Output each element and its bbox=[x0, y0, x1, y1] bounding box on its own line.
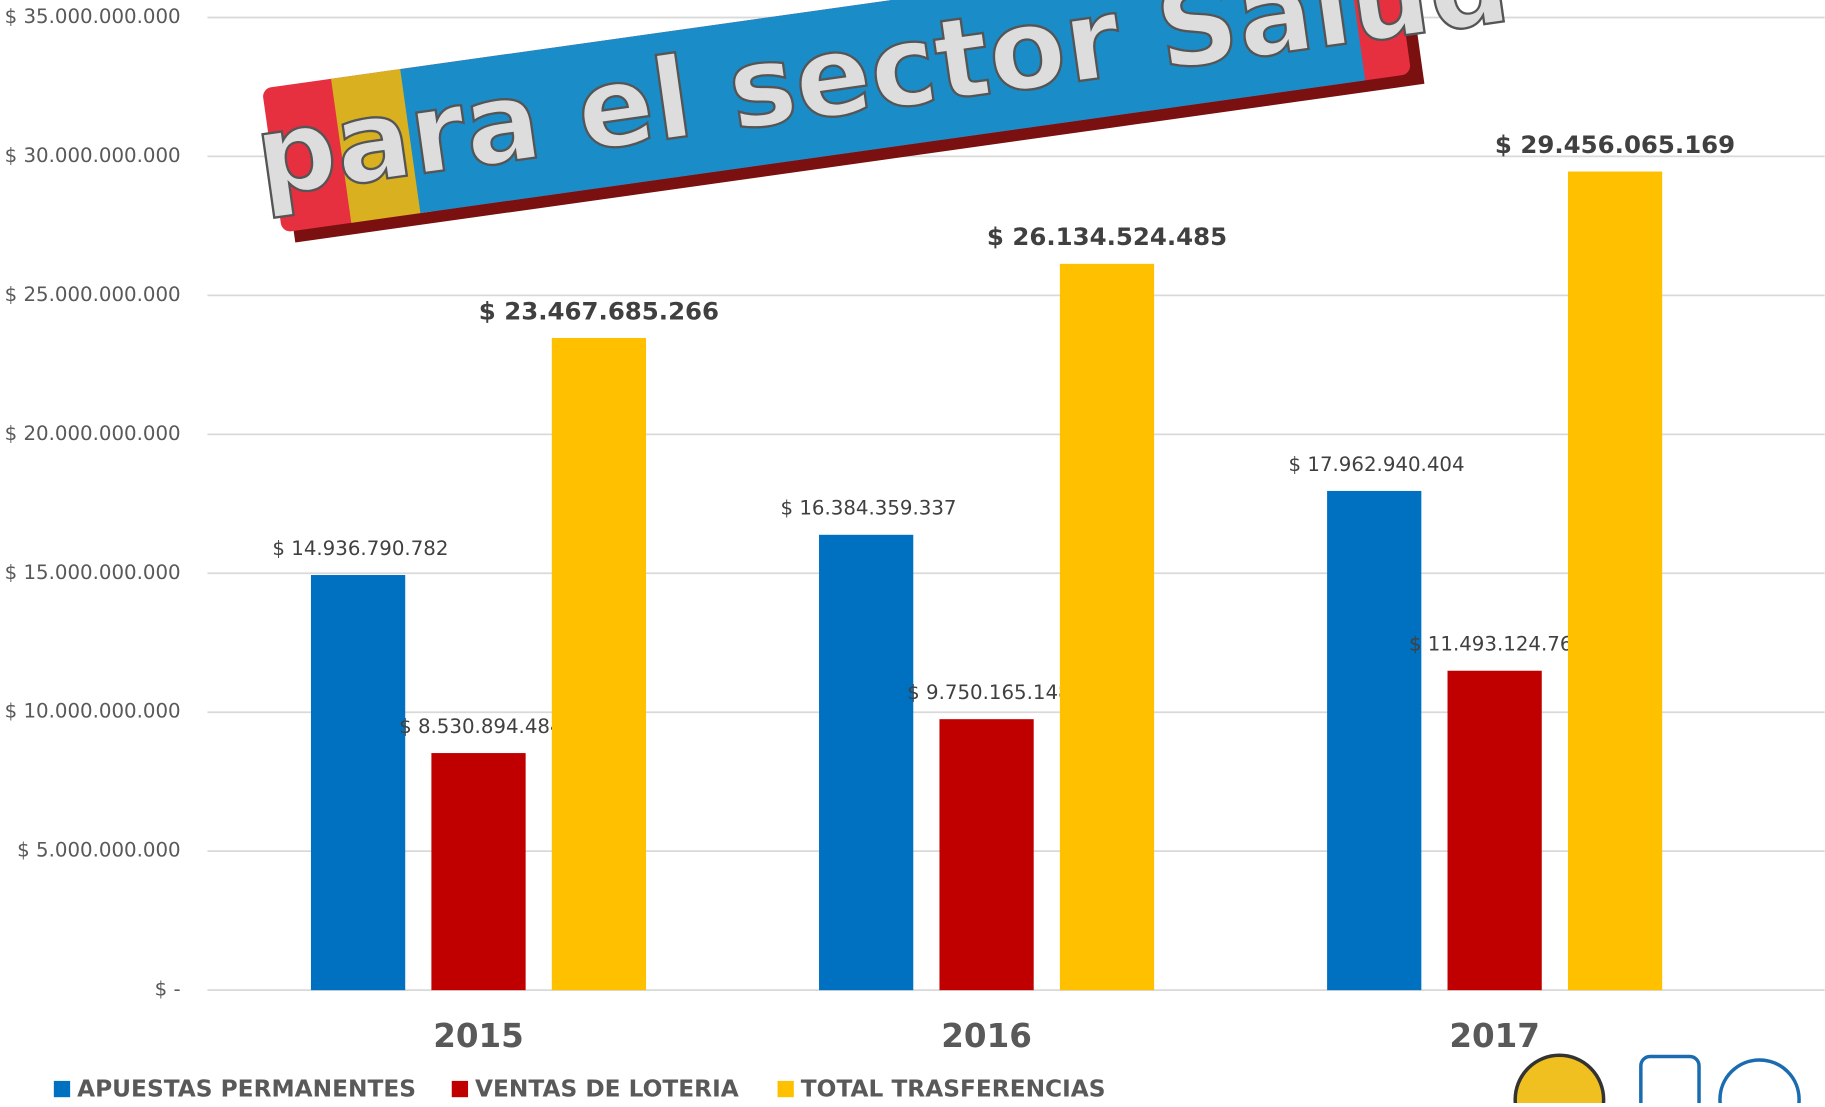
y-tick-label: $ - bbox=[155, 978, 181, 1001]
bar bbox=[311, 575, 405, 990]
y-tick-label: $ 35.000.000.000 bbox=[5, 5, 181, 28]
value-label: $ 8.530.894.484 bbox=[399, 715, 562, 738]
bar bbox=[1327, 491, 1421, 990]
value-label: $ 9.750.165.148 bbox=[907, 681, 1070, 704]
value-label: $ 17.962.940.404 bbox=[1289, 453, 1465, 476]
legend-label: APUESTAS PERMANENTES bbox=[77, 1076, 416, 1103]
value-label: $ 23.467.685.266 bbox=[479, 296, 719, 325]
value-label: $ 14.936.790.782 bbox=[272, 537, 448, 560]
logos bbox=[1515, 1055, 1799, 1103]
y-tick-label: $ 30.000.000.000 bbox=[5, 144, 181, 167]
bar bbox=[552, 338, 646, 990]
chart: para el sector Salud $ - $ 5.000.000.000 $… bbox=[0, 0, 1825, 1103]
y-tick-label: $ 15.000.000.000 bbox=[5, 561, 181, 584]
legend-swatch bbox=[778, 1081, 794, 1097]
bar bbox=[939, 719, 1033, 990]
value-label: $ 26.134.524.485 bbox=[987, 222, 1227, 251]
bar bbox=[1060, 264, 1154, 990]
x-tick-label: 2016 bbox=[941, 1017, 1032, 1055]
y-tick-label: $ 10.000.000.000 bbox=[5, 700, 181, 723]
banner: para el sector Salud bbox=[247, 0, 1520, 246]
legend-swatch bbox=[54, 1081, 70, 1097]
logo bbox=[1641, 1056, 1699, 1103]
bar bbox=[819, 535, 913, 990]
bar bbox=[431, 753, 525, 990]
y-tick-label: $ 25.000.000.000 bbox=[5, 283, 181, 306]
x-tick-label: 2017 bbox=[1449, 1017, 1540, 1055]
legend-swatch bbox=[452, 1081, 468, 1097]
value-label: $ 11.493.124.765 bbox=[1409, 633, 1585, 656]
value-label: $ 16.384.359.337 bbox=[780, 497, 956, 520]
value-label: $ 29.456.065.169 bbox=[1495, 130, 1735, 159]
bar bbox=[1448, 671, 1542, 990]
logo bbox=[1515, 1055, 1603, 1103]
y-tick-label: $ 20.000.000.000 bbox=[5, 422, 181, 445]
banner-text: para el sector Salud bbox=[247, 0, 1516, 223]
legend-label: VENTAS DE LOTERIA bbox=[475, 1076, 739, 1103]
legend-label: TOTAL TRASFERENCIAS bbox=[801, 1076, 1106, 1103]
logo bbox=[1720, 1060, 1799, 1103]
x-tick-label: 2015 bbox=[433, 1017, 524, 1055]
y-tick-label: $ 5.000.000.000 bbox=[17, 839, 180, 862]
bar bbox=[1568, 172, 1662, 991]
